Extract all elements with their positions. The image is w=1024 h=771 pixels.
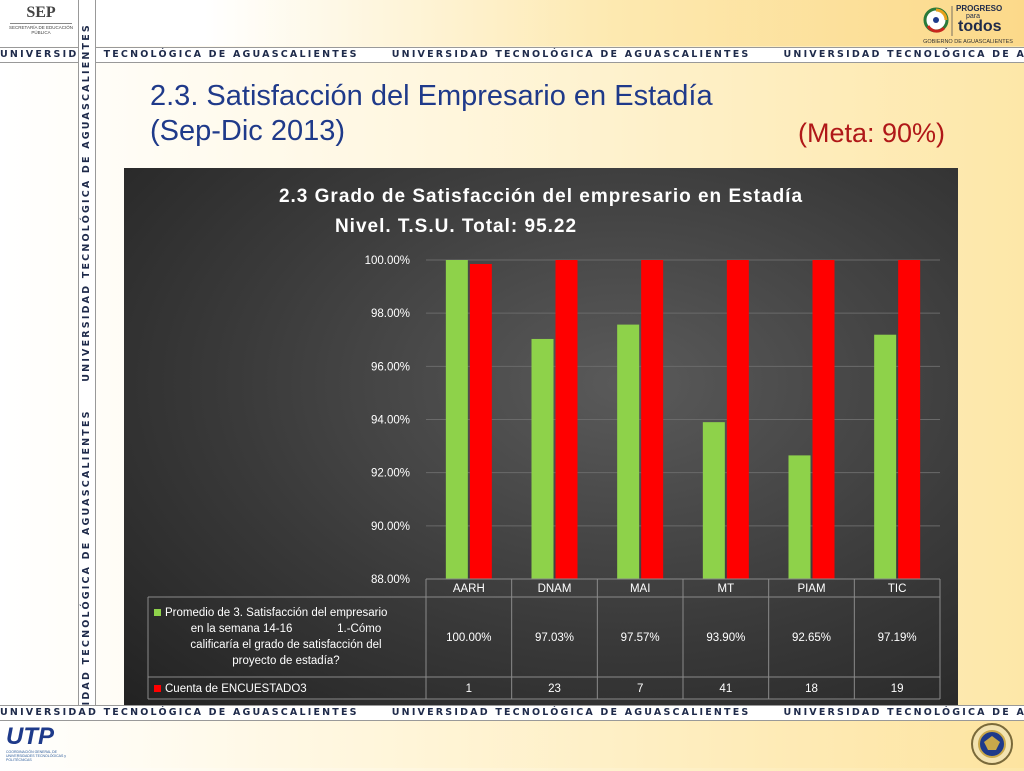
bbanner-text-1: UNIVERSIDAD TECNOLÓGICA DE AGUASCALIENTE… xyxy=(0,707,359,718)
slide-period: (Sep-Dic 2013) xyxy=(150,115,345,148)
green-value-label: 92.65% xyxy=(792,632,831,644)
banner-text-1: UNIVERSIDAD TECNOLÓGICA DE AGUASCALIENTE… xyxy=(0,49,359,60)
category-label: MT xyxy=(718,583,735,595)
sep-logo: SEP SECRETARÍA DE EDUCACIÓN PÚBLICA xyxy=(4,4,78,42)
legend-key-red xyxy=(154,685,161,692)
y-tick-label: 100.00% xyxy=(365,255,410,267)
green-value-label: 97.19% xyxy=(878,632,917,644)
green-value-label: 100.00% xyxy=(446,632,491,644)
bottom-banner-strip: UNIVERSIDAD TECNOLÓGICA DE AGUASCALIENTE… xyxy=(0,705,1024,721)
legend-green-label: Promedio de 3. Satisfacción del empresar… xyxy=(165,607,387,619)
bar-green xyxy=(446,260,468,579)
red-value-label: 18 xyxy=(805,683,818,695)
chart-title: 2.3 Grado de Satisfacción del empresario… xyxy=(279,186,803,207)
green-value-label: 97.03% xyxy=(535,632,574,644)
bar-green xyxy=(617,325,639,579)
bar-green xyxy=(703,422,725,579)
header-band xyxy=(0,0,1024,46)
y-tick-label: 92.00% xyxy=(371,468,410,480)
top-banner-strip: UNIVERSIDAD TECNOLÓGICA DE AGUASCALIENTE… xyxy=(0,47,1024,63)
progreso-para-todos-logo: PROGRESO para todos GOBIERNO DE AGUASCAL… xyxy=(922,2,1014,46)
legend-red-label: Cuenta de ENCUESTADO3 xyxy=(165,683,307,695)
utp-logo-text: UTP xyxy=(6,724,76,750)
sep-subtitle: SECRETARÍA DE EDUCACIÓN PÚBLICA xyxy=(4,25,78,35)
y-tick-label: 98.00% xyxy=(371,308,410,320)
y-tick-label: 90.00% xyxy=(371,521,410,533)
legend-green-label: proyecto de estadía? xyxy=(232,655,339,667)
bar-green xyxy=(789,455,811,579)
bar-chart: 2.3 Grado de Satisfacción del empresario… xyxy=(124,168,958,706)
category-label: AARH xyxy=(453,583,485,595)
category-label: TIC xyxy=(888,583,907,595)
bar-green xyxy=(532,339,554,579)
y-tick-label: 88.00% xyxy=(371,574,410,586)
university-seal-icon xyxy=(970,722,1014,766)
red-value-label: 23 xyxy=(548,683,561,695)
logo-line1: PROGRESO xyxy=(956,4,1002,13)
bar-red xyxy=(898,260,920,579)
red-value-label: 41 xyxy=(719,683,732,695)
slide-title: 2.3. Satisfacción del Empresario en Esta… xyxy=(150,80,713,113)
red-value-label: 7 xyxy=(637,683,643,695)
red-value-label: 19 xyxy=(891,683,904,695)
bbanner-text-3: UNIVERSIDAD TECNOLÓGICA DE AGUASCALIENTE… xyxy=(784,707,1024,718)
legend-green-label: en la semana 14-16 1.-Cómo xyxy=(191,623,381,635)
bar-red xyxy=(813,260,835,579)
logo-caption: GOBIERNO DE AGUASCALIENTES xyxy=(922,39,1014,45)
chart-subtitle: Nivel. T.S.U. Total: 95.22 xyxy=(335,216,577,237)
bar-red xyxy=(641,260,663,579)
red-value-label: 1 xyxy=(466,683,472,695)
green-value-label: 97.57% xyxy=(621,632,660,644)
goal-label: (Meta: 90%) xyxy=(798,118,945,149)
banner-text-3: UNIVERSIDAD TECNOLÓGICA DE AGUASCALIENTE… xyxy=(784,49,1024,60)
chart-container: 2.3 Grado de Satisfacción del empresario… xyxy=(124,168,958,706)
category-label: DNAM xyxy=(538,583,572,595)
vbanner-text-2: UNIVERSIDAD TECNOLÓGICA DE AGUASCALIENTE… xyxy=(81,23,92,382)
footer-band xyxy=(0,718,1024,768)
bar-green xyxy=(874,335,896,579)
bar-red xyxy=(470,264,492,579)
bar-red xyxy=(556,260,578,579)
bar-red xyxy=(727,260,749,579)
bbanner-text-2: UNIVERSIDAD TECNOLÓGICA DE AGUASCALIENTE… xyxy=(392,707,751,718)
green-value-label: 93.90% xyxy=(706,632,745,644)
logo-line3: todos xyxy=(958,18,1002,36)
banner-text-2: UNIVERSIDAD TECNOLÓGICA DE AGUASCALIENTE… xyxy=(392,49,751,60)
category-label: MAI xyxy=(630,583,650,595)
sep-divider xyxy=(10,23,72,24)
sep-logo-text: SEP xyxy=(4,4,78,22)
category-label: PIAM xyxy=(797,583,825,595)
legend-key-green xyxy=(154,609,161,616)
left-banner-strip: UNIVERSIDAD TECNOLÓGICA DE AGUASCALIENTE… xyxy=(78,0,96,768)
y-tick-label: 94.00% xyxy=(371,415,410,427)
utp-caption: COORDINACIÓN GENERAL DE UNIVERSIDADES TE… xyxy=(6,750,76,762)
y-tick-label: 96.00% xyxy=(371,361,410,373)
legend-green-label: calificaría el grado de satisfacción del xyxy=(190,639,381,651)
utp-logo: UTP COORDINACIÓN GENERAL DE UNIVERSIDADE… xyxy=(6,724,76,764)
